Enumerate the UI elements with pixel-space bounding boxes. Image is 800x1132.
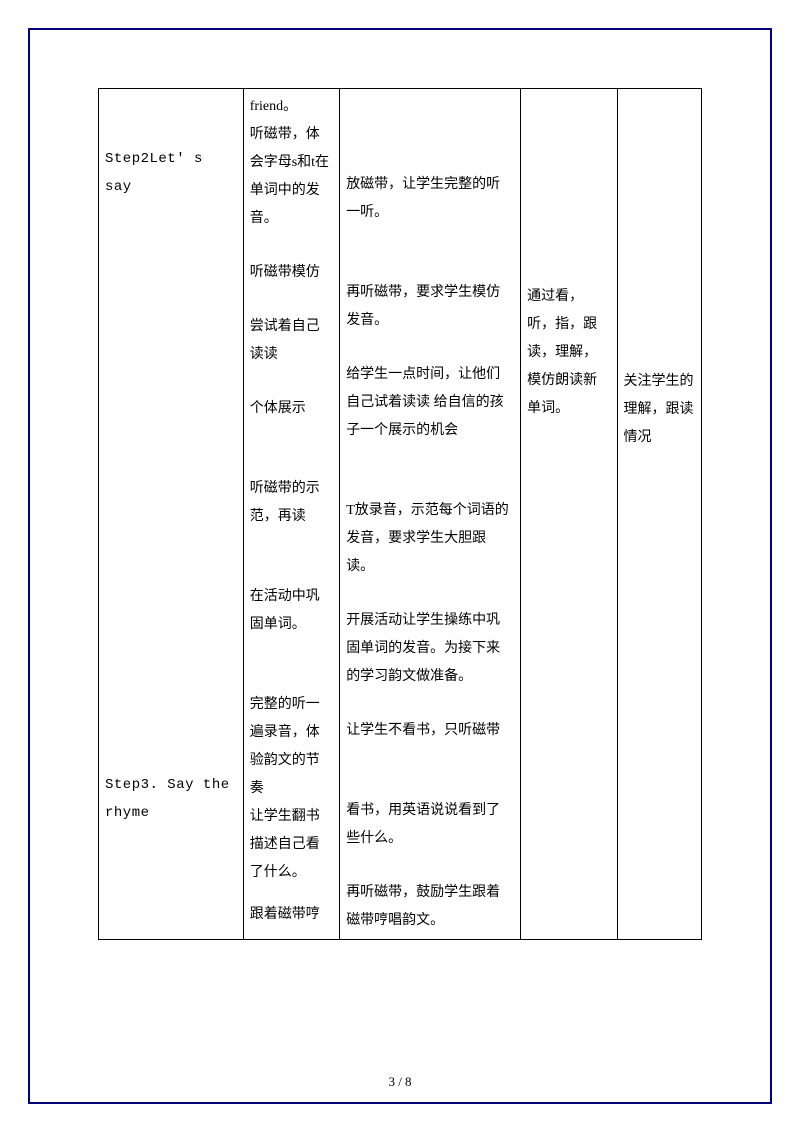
step3-label-a: Step3. Say the bbox=[105, 771, 237, 799]
text: 听磁带的示范，再读 bbox=[250, 475, 333, 531]
text: 关注学生的理解，跟读情况 bbox=[624, 368, 695, 452]
page-number: 3 / 8 bbox=[0, 1074, 800, 1090]
text: friend。 bbox=[250, 93, 333, 121]
text: 让学生翻书描述自己看了什么。 bbox=[250, 803, 333, 887]
text: 在活动中巩固单词。 bbox=[250, 583, 333, 639]
text: 让学生不看书，只听磁带 bbox=[346, 717, 514, 745]
text: T放录音，示范每个词语的发音，要求学生大胆跟读。 bbox=[346, 497, 514, 581]
text: 放磁带，让学生完整的听一听。 bbox=[346, 171, 514, 227]
text: 跟着磁带哼 bbox=[250, 901, 333, 929]
cell-teacher-activity: 放磁带，让学生完整的听一听。 再听磁带，要求学生模仿发音。 给学生一点时间，让他… bbox=[340, 89, 521, 940]
cell-purpose: 通过看，听，指，跟读，理解，模仿朗读新单词。 bbox=[521, 89, 617, 940]
text: 通过看，听，指，跟读，理解，模仿朗读新单词。 bbox=[527, 283, 610, 423]
step2-label: Step2Let' s say bbox=[105, 145, 237, 201]
text: 看书，用英语说说看到了些什么。 bbox=[346, 797, 514, 853]
text: 听磁带模仿 bbox=[250, 259, 333, 287]
text: 给学生一点时间，让他们自己试着读读 给自信的孩子一个展示的机会 bbox=[346, 361, 514, 445]
lesson-plan-table: Step2Let' s say Step3. Say the rhyme fri… bbox=[98, 88, 702, 940]
cell-steps: Step2Let' s say Step3. Say the rhyme bbox=[99, 89, 244, 940]
table-row: Step2Let' s say Step3. Say the rhyme fri… bbox=[99, 89, 702, 940]
cell-notes: 关注学生的理解，跟读情况 bbox=[617, 89, 701, 940]
text: 尝试着自己读读 bbox=[250, 313, 333, 369]
text: 完整的听一遍录音，体验韵文的节奏 bbox=[250, 691, 333, 803]
cell-student-activity: friend。 听磁带，体会字母s和t在单词中的发音。 听磁带模仿 尝试着自己读… bbox=[243, 89, 339, 940]
text: 再听磁带，要求学生模仿发音。 bbox=[346, 279, 514, 335]
content-area: Step2Let' s say Step3. Say the rhyme fri… bbox=[98, 88, 702, 940]
text: 听磁带，体会字母s和t在单词中的发音。 bbox=[250, 121, 333, 233]
step3-label-b: rhyme bbox=[105, 799, 237, 827]
text: 个体展示 bbox=[250, 395, 333, 423]
text: 再听磁带，鼓励学生跟着磁带哼唱韵文。 bbox=[346, 879, 514, 935]
text: 开展活动让学生操练中巩固单词的发音。为接下来的学习韵文做准备。 bbox=[346, 607, 514, 691]
